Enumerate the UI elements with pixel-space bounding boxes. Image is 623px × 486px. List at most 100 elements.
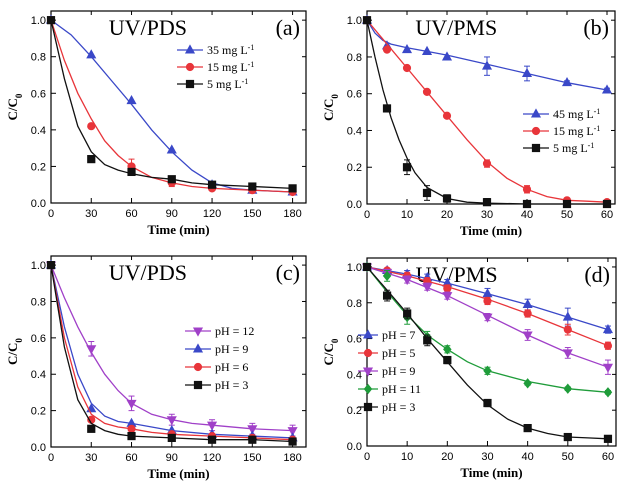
legend-marker xyxy=(363,402,373,412)
data-point xyxy=(207,180,217,189)
data-point xyxy=(483,296,492,306)
panel-label: (b) xyxy=(583,15,609,40)
x-tick-label: 60 xyxy=(125,208,137,220)
data-point xyxy=(603,434,613,443)
legend-label: 5 mg L-1 xyxy=(553,141,594,156)
panel-c: 0 30 60 90 120 150 180 0.0 0.2 0.4 0.6 0.8 1.0 Time (… xyxy=(5,255,307,481)
x-tick-label: 40 xyxy=(521,209,533,221)
data-point xyxy=(441,51,453,61)
y-tick-label: 0.2 xyxy=(31,406,46,418)
data-point xyxy=(382,45,392,54)
data-point xyxy=(563,432,572,442)
data-point xyxy=(166,144,177,154)
y-tick-label: 0.0 xyxy=(347,199,362,211)
series-fit-line xyxy=(50,19,293,193)
chart-title: UV/PDS xyxy=(109,260,187,285)
data-point xyxy=(601,84,613,94)
x-tick-label: 30 xyxy=(481,209,493,221)
data-point xyxy=(167,175,176,184)
x-tick-label: 120 xyxy=(203,208,221,220)
legend-marker xyxy=(363,383,373,395)
data-point xyxy=(561,77,573,87)
x-tick-label: 10 xyxy=(401,209,413,221)
x-tick-label: 20 xyxy=(441,209,453,221)
series-fit-line xyxy=(50,19,293,193)
y-tick-label: 0.4 xyxy=(31,125,46,137)
data-point xyxy=(521,67,533,77)
data-point xyxy=(523,423,532,433)
data-point xyxy=(127,167,136,177)
panel-a: 0 30 60 90 120 150 180 0.0 0.2 0.4 0.6 0.8 1.0 Time (… xyxy=(5,10,307,237)
data-point xyxy=(523,309,532,318)
legend-label: pH = 7 xyxy=(382,328,415,342)
series xyxy=(361,263,614,375)
y-tick-label: 0.8 xyxy=(347,298,362,310)
x-tick-label: 40 xyxy=(522,451,534,463)
legend-marker xyxy=(362,329,374,339)
legend-marker xyxy=(185,62,195,72)
legend-marker xyxy=(530,108,542,118)
panel-label: (a) xyxy=(276,15,300,40)
x-tick-label: 150 xyxy=(243,452,261,464)
series-fit-line xyxy=(50,264,293,439)
data-point xyxy=(483,398,492,408)
x-tick-label: 60 xyxy=(125,452,137,464)
data-point xyxy=(127,424,136,433)
y-tick-label: 0.6 xyxy=(31,88,46,100)
data-point xyxy=(523,378,532,389)
y-axis-label: C/C0 xyxy=(5,338,24,365)
data-point xyxy=(563,325,572,334)
y-tick-label: 1.0 xyxy=(31,260,46,272)
legend-label: pH = 9 xyxy=(215,342,248,356)
legend: 45 mg L-1 15 mg L-1 5 mg L-1 xyxy=(523,107,600,156)
data-point xyxy=(46,260,56,270)
y-tick-label: 1.0 xyxy=(31,15,46,27)
y-tick-label: 1.0 xyxy=(347,262,362,274)
y-tick-label: 0.2 xyxy=(31,161,46,173)
legend-label: pH = 12 xyxy=(215,324,254,338)
legend-label: pH = 3 xyxy=(382,400,415,414)
panel-d: 0 10 20 30 40 50 60 0.0 0.2 0.4 0.6 0.8 1.0 Time (min… xyxy=(321,257,617,480)
x-tick-label: 0 xyxy=(364,451,370,463)
data-point xyxy=(207,421,218,431)
data-point xyxy=(248,435,257,444)
x-axis-label: Time (min) xyxy=(460,223,522,238)
x-tick-label: 90 xyxy=(166,208,178,220)
legend-marker xyxy=(185,79,195,89)
data-point xyxy=(522,185,532,194)
legend-label: 35 mg L-1 xyxy=(207,43,254,58)
data-point xyxy=(562,311,573,321)
data-point xyxy=(421,45,433,55)
x-tick-label: 30 xyxy=(85,452,97,464)
data-point xyxy=(482,159,492,168)
data-point xyxy=(287,427,298,437)
y-tick-label: 0.0 xyxy=(31,198,46,210)
x-axis-label: Time (min) xyxy=(147,222,209,237)
data-point xyxy=(127,431,136,441)
x-tick-label: 20 xyxy=(441,451,453,463)
legend-label: pH = 11 xyxy=(382,382,421,396)
data-point xyxy=(482,288,493,298)
x-tick-label: 90 xyxy=(166,452,178,464)
data-point xyxy=(443,355,452,365)
x-tick-label: 60 xyxy=(601,209,613,221)
data-point xyxy=(602,199,612,209)
legend-marker xyxy=(193,380,203,390)
y-tick-label: 0.0 xyxy=(31,442,46,454)
data-point xyxy=(87,122,96,131)
panel-label: (c) xyxy=(276,260,300,285)
x-tick-label: 0 xyxy=(364,209,370,221)
series-fit-line xyxy=(50,264,293,443)
data-point xyxy=(248,182,257,191)
y-axis-label: C/C0 xyxy=(5,93,24,120)
data-point xyxy=(482,198,492,207)
data-point xyxy=(522,331,533,341)
data-point xyxy=(382,270,392,282)
chart-title: UV/PDS xyxy=(109,15,187,40)
data-point xyxy=(603,341,613,350)
data-point xyxy=(603,387,613,398)
data-point xyxy=(86,49,97,59)
data-point xyxy=(207,435,217,444)
y-tick-label: 0.4 xyxy=(31,369,46,381)
